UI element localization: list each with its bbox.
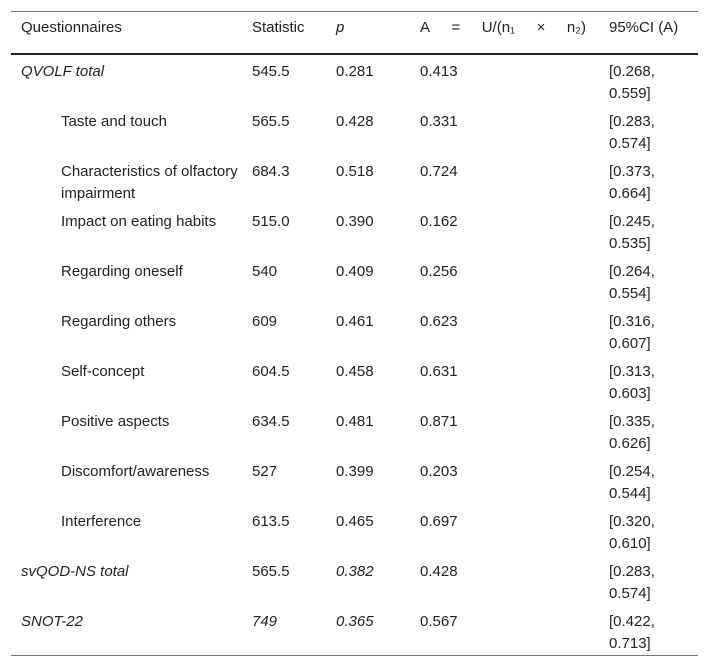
row-p: 0.382: [336, 563, 374, 580]
header-a-part: =: [451, 19, 461, 36]
row-statistic: 515.0: [252, 213, 290, 230]
table-row: Positive aspects 634.5 0.481 0.871 [0.33…: [11, 405, 698, 455]
row-label: Positive aspects: [61, 413, 170, 430]
row-ci: [0.422, 0.713]: [609, 613, 655, 652]
row-ci: [0.283, 0.574]: [609, 113, 655, 152]
row-p: 0.365: [336, 613, 374, 630]
row-ci: [0.316, 0.607]: [609, 313, 655, 352]
row-ci: [0.245, 0.535]: [609, 213, 655, 252]
header-a-part: U/(n₁: [481, 19, 516, 36]
header-a-part: n₂): [566, 19, 586, 36]
row-label: Impact on eating habits: [61, 213, 217, 230]
header-p: p: [336, 19, 345, 36]
table-row: svQOD-NS total 565.5 0.382 0.428 [0.283,…: [11, 555, 698, 605]
row-a: 0.871: [420, 413, 458, 430]
header-a-part: ×: [536, 19, 546, 36]
table-row: SNOT-22 749 0.365 0.567 [0.422, 0.713]: [11, 605, 698, 656]
header-a-formula: A = U/(n₁ × n₂): [420, 12, 609, 55]
row-statistic: 540: [252, 263, 278, 280]
row-label: Regarding others: [61, 313, 177, 330]
row-ci: [0.335, 0.626]: [609, 413, 655, 452]
row-a: 0.697: [420, 513, 458, 530]
results-table-container: Questionnaires Statistic p A = U/(n₁ × n…: [11, 11, 698, 656]
header-questionnaires: Questionnaires: [21, 19, 122, 36]
table-row: Taste and touch 565.5 0.428 0.331 [0.283…: [11, 105, 698, 155]
row-label: SNOT-22: [21, 613, 83, 630]
results-table: Questionnaires Statistic p A = U/(n₁ × n…: [11, 11, 698, 656]
table-row: Discomfort/awareness 527 0.399 0.203 [0.…: [11, 455, 698, 505]
row-statistic: 527: [252, 463, 278, 480]
row-label: QVOLF total: [21, 63, 105, 80]
row-ci: [0.320, 0.610]: [609, 513, 655, 552]
row-statistic: 684.3: [252, 163, 290, 180]
row-statistic: 634.5: [252, 413, 290, 430]
row-label: Discomfort/awareness: [61, 463, 210, 480]
row-p: 0.458: [336, 363, 374, 380]
row-ci: [0.313, 0.603]: [609, 363, 655, 402]
row-label: Self-concept: [61, 363, 145, 380]
table-row: Regarding oneself 540 0.409 0.256 [0.264…: [11, 255, 698, 305]
row-a: 0.567: [420, 613, 458, 630]
row-a: 0.724: [420, 163, 458, 180]
row-label: Interference: [61, 513, 142, 530]
row-a: 0.631: [420, 363, 458, 380]
row-statistic: 565.5: [252, 563, 290, 580]
row-a: 0.162: [420, 213, 458, 230]
row-a: 0.203: [420, 463, 458, 480]
row-a: 0.256: [420, 263, 458, 280]
row-label: svQOD-NS total: [21, 563, 129, 580]
row-a: 0.623: [420, 313, 458, 330]
table-row: Interference 613.5 0.465 0.697 [0.320, 0…: [11, 505, 698, 555]
row-p: 0.281: [336, 63, 374, 80]
row-label: Taste and touch: [61, 113, 167, 130]
row-ci: [0.283, 0.574]: [609, 563, 655, 602]
table-row: Characteristics of olfactory impairment …: [11, 155, 698, 205]
table-row: Regarding others 609 0.461 0.623 [0.316,…: [11, 305, 698, 355]
table-row: Impact on eating habits 515.0 0.390 0.16…: [11, 205, 698, 255]
row-a: 0.331: [420, 113, 458, 130]
header-a-part: A: [420, 19, 431, 36]
row-label: Characteristics of olfactory impairment: [61, 163, 238, 202]
row-statistic: 609: [252, 313, 278, 330]
header-row: Questionnaires Statistic p A = U/(n₁ × n…: [11, 11, 698, 55]
row-ci: [0.254, 0.544]: [609, 463, 655, 502]
row-statistic: 613.5: [252, 513, 290, 530]
row-p: 0.399: [336, 463, 374, 480]
row-p: 0.461: [336, 313, 374, 330]
row-a: 0.428: [420, 563, 458, 580]
header-ci: 95%CI (A): [609, 19, 679, 36]
row-statistic: 604.5: [252, 363, 290, 380]
row-p: 0.409: [336, 263, 374, 280]
row-a: 0.413: [420, 63, 458, 80]
row-statistic: 565.5: [252, 113, 290, 130]
row-p: 0.481: [336, 413, 374, 430]
row-p: 0.465: [336, 513, 374, 530]
header-statistic: Statistic: [252, 19, 305, 36]
table-row: Self-concept 604.5 0.458 0.631 [0.313, 0…: [11, 355, 698, 405]
row-label: Regarding oneself: [61, 263, 183, 280]
row-ci: [0.264, 0.554]: [609, 263, 655, 302]
row-statistic: 749: [252, 613, 278, 630]
row-ci: [0.268, 0.559]: [609, 63, 655, 102]
row-p: 0.518: [336, 163, 374, 180]
row-statistic: 545.5: [252, 63, 290, 80]
table-row: QVOLF total 545.5 0.281 0.413 [0.268, 0.…: [11, 54, 698, 105]
row-p: 0.390: [336, 213, 374, 230]
row-ci: [0.373, 0.664]: [609, 163, 655, 202]
row-p: 0.428: [336, 113, 374, 130]
